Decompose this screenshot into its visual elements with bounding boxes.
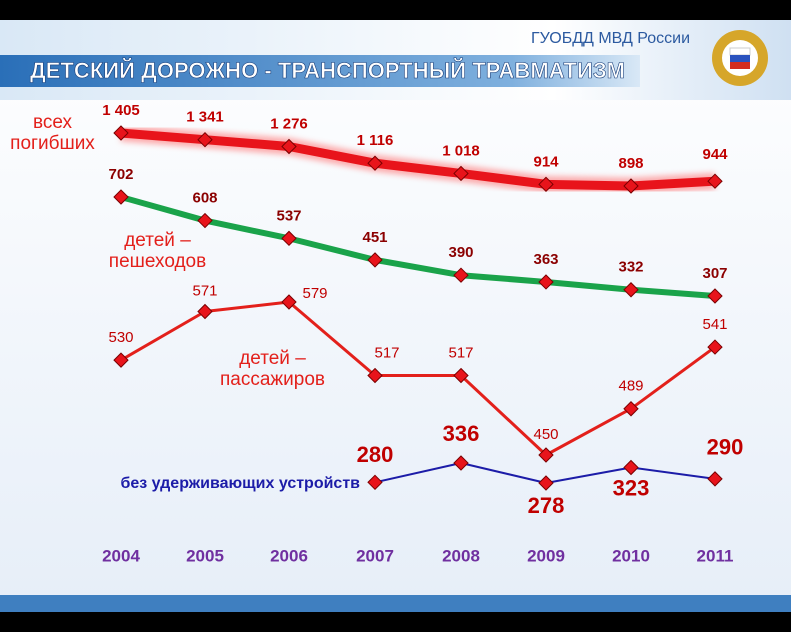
emblem [712,30,768,86]
data-label: 280 [357,442,394,467]
data-label: 1 018 [442,142,480,159]
data-label: 537 [276,207,301,224]
series-name: детей – пассажиров [220,348,325,390]
point-marker [453,455,469,471]
point-marker [538,274,554,290]
series-name: без удерживающих устройств [120,475,360,492]
point-marker [707,339,723,355]
x-tick-label: 2004 [102,546,140,565]
x-tick-label: 2007 [356,546,394,565]
data-label: 336 [443,421,480,446]
x-tick-label: 2009 [527,546,565,565]
title-band [0,55,640,87]
data-label: 702 [108,166,133,183]
point-marker [453,267,469,283]
point-marker [281,294,297,310]
point-marker [707,471,723,487]
point-marker [453,165,469,182]
point-marker [367,474,383,491]
data-label: 517 [374,345,399,362]
point-marker [113,189,129,205]
point-marker [707,288,723,304]
data-label: 450 [533,426,558,443]
data-label: 579 [302,285,327,302]
data-label: 1 341 [186,109,224,126]
point-marker [281,230,297,247]
point-marker [623,282,639,298]
data-label: 944 [702,146,728,163]
point-marker [113,125,129,141]
point-marker [538,447,554,463]
point-marker [197,212,213,229]
x-tick-label: 2010 [612,546,650,565]
slide-bg [0,20,791,612]
data-label: 278 [528,493,565,518]
data-label: 451 [362,229,387,246]
footer-band [0,595,791,612]
point-marker [197,303,213,320]
point-marker [623,401,639,417]
data-label: 390 [448,244,473,261]
point-marker [538,475,554,491]
series-name: всех погибших [10,112,95,154]
x-tick-label: 2006 [270,546,308,565]
data-label: 290 [707,435,744,460]
data-label: 1 405 [102,102,140,119]
data-label: 517 [448,345,473,362]
data-label: 608 [192,190,217,207]
point-marker [367,367,383,384]
point-marker [367,155,383,171]
point-marker [113,352,129,368]
data-label: 363 [533,251,558,268]
x-tick-label: 2005 [186,546,224,565]
data-label: 898 [618,155,643,172]
point-marker [281,138,297,155]
point-marker [623,459,639,476]
point-marker [623,178,639,194]
data-label: 332 [618,259,643,276]
slide-title: ДЕТСКИЙ ДОРОЖНО - ТРАНСПОРТНЫЙ ТРАВМАТИЗ… [30,58,625,83]
data-label: 307 [702,265,727,282]
data-label: 489 [618,378,643,395]
point-marker [453,367,469,384]
point-marker [367,252,383,268]
data-label: 323 [613,475,650,500]
series-line [120,128,716,191]
point-marker [538,176,554,193]
data-label: 541 [702,316,727,333]
series-name: детей – пешеходов [108,230,207,272]
point-marker [707,173,723,189]
data-label: 1 116 [357,132,394,149]
point-marker [197,131,213,148]
x-tick-label: 2008 [442,546,480,565]
data-label: 914 [533,153,559,170]
data-label: 530 [108,329,133,346]
org-name: ГУОБДД МВД России [531,30,690,47]
x-tick-label: 2011 [697,546,734,565]
series-line [120,300,716,457]
series-line [120,194,716,299]
data-label: 1 276 [270,115,308,132]
data-label: 571 [192,282,217,299]
